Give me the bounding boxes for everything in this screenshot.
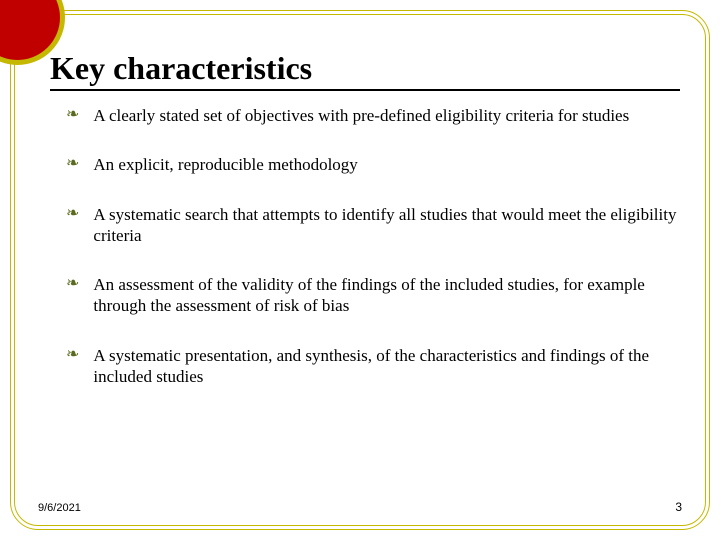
slide-content: Key characteristics ❧ A clearly stated s… [50,50,680,500]
bullet-text: A systematic search that attempts to ide… [93,204,680,247]
slide-title: Key characteristics [50,50,680,91]
bullet-list: ❧ A clearly stated set of objectives wit… [50,105,680,387]
list-item: ❧ A systematic search that attempts to i… [66,204,680,247]
list-item: ❧ An assessment of the validity of the f… [66,274,680,317]
bullet-text: A clearly stated set of objectives with … [93,105,629,126]
list-item: ❧ A systematic presentation, and synthes… [66,345,680,388]
bullet-text: An explicit, reproducible methodology [93,154,357,175]
bullet-text: An assessment of the validity of the fin… [93,274,680,317]
footer-date: 9/6/2021 [38,502,81,514]
bullet-icon: ❧ [66,345,79,366]
list-item: ❧ A clearly stated set of objectives wit… [66,105,680,126]
bullet-text: A systematic presentation, and synthesis… [93,345,680,388]
footer-page-number: 3 [675,500,682,514]
list-item: ❧ An explicit, reproducible methodology [66,154,680,175]
bullet-icon: ❧ [66,274,79,295]
bullet-icon: ❧ [66,204,79,225]
bullet-icon: ❧ [66,105,79,126]
bullet-icon: ❧ [66,154,79,175]
